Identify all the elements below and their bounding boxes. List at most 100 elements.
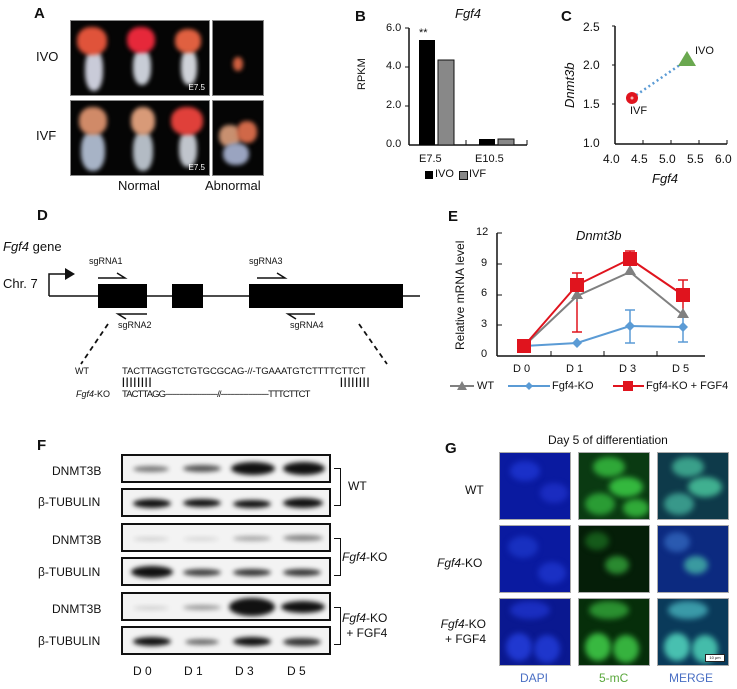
- ytick: 3: [481, 318, 488, 330]
- scatter-chart-c: [612, 25, 728, 145]
- gene-structure-diagram: [48, 268, 420, 320]
- point-label-ivo: IVO: [695, 45, 714, 57]
- point-ivo: [678, 51, 696, 66]
- significance-marker: **: [419, 27, 428, 39]
- lane-label: D 5: [287, 664, 306, 678]
- xtick: D 0: [513, 363, 531, 375]
- lane-label: D 3: [235, 664, 254, 678]
- xtick: 5.5: [687, 152, 704, 166]
- legend-label-fgf4-ko-fgf4: Fgf4-KO + FGF4: [646, 380, 729, 392]
- image-wt-5mc: [578, 452, 650, 520]
- bar-ivo-e7-5: [419, 40, 435, 145]
- group-label-ko-fgf4: Fgf4-KO + FGF4: [342, 611, 388, 640]
- row-label-ivf: IVF: [36, 128, 57, 143]
- ytick: 2.5: [583, 20, 600, 34]
- sgrna3-label: sgRNA3: [249, 256, 283, 266]
- xtick: 4.5: [631, 152, 648, 166]
- image-ko-fgf4-merge: 10 μm: [657, 598, 729, 666]
- chart-b-ylabel: RPKM: [356, 58, 368, 90]
- group-bracket: [334, 607, 341, 645]
- panel-g-title: Day 5 of differentiation: [548, 433, 668, 447]
- xtick: E7.5: [419, 153, 442, 165]
- chart-e-title: Dnmt3b: [576, 228, 622, 243]
- image-ko-5mc: [578, 525, 650, 593]
- group-label-ko: Fgf4-KO: [342, 550, 388, 564]
- chart-e-legend: [450, 381, 644, 391]
- channel-label-dapi: DAPI: [520, 671, 549, 685]
- blot-row-label: DNMT3B: [52, 602, 102, 616]
- legend-label-ivf: IVF: [469, 168, 487, 180]
- image-row-label-ko: Fgf4-KO: [437, 556, 483, 570]
- ko-sequence: TACTTAGG-----------------------//-------…: [122, 389, 310, 400]
- ko-seq-label: Fgf4-KO: [76, 389, 111, 399]
- stage-tag: E7.5: [188, 163, 205, 172]
- ytick: 12: [476, 226, 489, 238]
- legend-label-ivo: IVO: [435, 168, 454, 180]
- point-label-ivf: IVF: [630, 105, 648, 117]
- blot-ko-tubulin: [121, 557, 331, 586]
- group-bracket: [334, 468, 341, 506]
- channel-label-merge: MERGE: [669, 671, 714, 685]
- image-row-label-wt: WT: [465, 483, 484, 497]
- line-chart-e: [496, 232, 705, 357]
- blot-ko-fgf4-tubulin: [121, 626, 331, 655]
- column-label-normal: Normal: [118, 178, 160, 193]
- blot-row-label: β-TUBULIN: [38, 565, 101, 579]
- legend-swatch-ivo: [425, 171, 433, 179]
- wt-seq-label: WT: [75, 366, 89, 376]
- panel-f-label: F: [37, 437, 47, 454]
- blot-row-label: DNMT3B: [52, 464, 102, 478]
- image-ko-fgf4-dapi: [499, 598, 571, 666]
- embryo-photo-ivf-normal: E7.5: [70, 100, 210, 176]
- blot-ko-dnmt3b: [121, 523, 331, 552]
- zoom-dashed-lines: [80, 323, 388, 365]
- panel-b-label: B: [355, 8, 366, 25]
- image-ko-dapi: [499, 525, 571, 593]
- series-fgf4-ko-fgf4: [523, 257, 684, 347]
- lane-label: D 1: [184, 664, 203, 678]
- legend-label-fgf4-ko: Fgf4-KO: [552, 380, 594, 392]
- wt-sequence: TACTTAGGTCTGTGCGCAG-//-TGAAATGTCTTTTCTTC…: [122, 366, 366, 377]
- xtick: 5.0: [659, 152, 676, 166]
- image-ko-merge: [657, 525, 729, 593]
- panel-e-label: E: [448, 208, 459, 225]
- ytick: 6: [481, 287, 488, 299]
- bar-ivf-e10-5: [497, 138, 515, 146]
- blot-ko-fgf4-dnmt3b: [121, 592, 331, 621]
- ytick: 2.0: [583, 58, 600, 72]
- sgrna2-label: sgRNA2: [118, 320, 152, 330]
- xtick: 6.0: [715, 152, 732, 166]
- panel-g-label: G: [445, 440, 457, 457]
- exon-3: [249, 284, 403, 308]
- chromosome-label: Chr. 7: [3, 276, 38, 291]
- channel-label-5mc: 5-mC: [599, 671, 629, 685]
- match-right: ||||||||: [340, 377, 371, 388]
- sgrna4-label: sgRNA4: [290, 320, 324, 330]
- blot-row-label: β-TUBULIN: [38, 495, 101, 509]
- xtick: D 1: [566, 363, 584, 375]
- xtick: D 3: [619, 363, 637, 375]
- xtick: E10.5: [475, 153, 504, 165]
- blot-wt-tubulin: [121, 488, 331, 517]
- row-label-ivo: IVO: [36, 49, 59, 64]
- series-wt: [523, 270, 684, 347]
- scale-bar: 10 μm: [705, 654, 725, 662]
- image-wt-merge: [657, 452, 729, 520]
- bar-chart-b: [405, 27, 528, 146]
- stage-tag: E7.5: [188, 83, 205, 92]
- ytick: 1.5: [583, 97, 600, 111]
- sgrna1-label: sgRNA1: [89, 256, 123, 266]
- ytick: 1.0: [583, 136, 600, 150]
- lane-label: D 0: [133, 664, 152, 678]
- ytick: 0.0: [386, 138, 402, 150]
- series-fgf4-ko: [523, 324, 684, 347]
- embryo-photo-ivo-abnormal: [212, 20, 264, 96]
- chart-c-xlabel: Fgf4: [652, 171, 679, 186]
- image-wt-dapi: [499, 452, 571, 520]
- bar-ivo-e10-5: [479, 139, 495, 145]
- chart-b-title: Fgf4: [455, 6, 482, 21]
- column-label-abnormal: Abnormal: [205, 178, 261, 193]
- ytick: 4.0: [386, 60, 402, 72]
- legend-swatch-ivf: [459, 171, 468, 180]
- exon-2: [172, 284, 203, 308]
